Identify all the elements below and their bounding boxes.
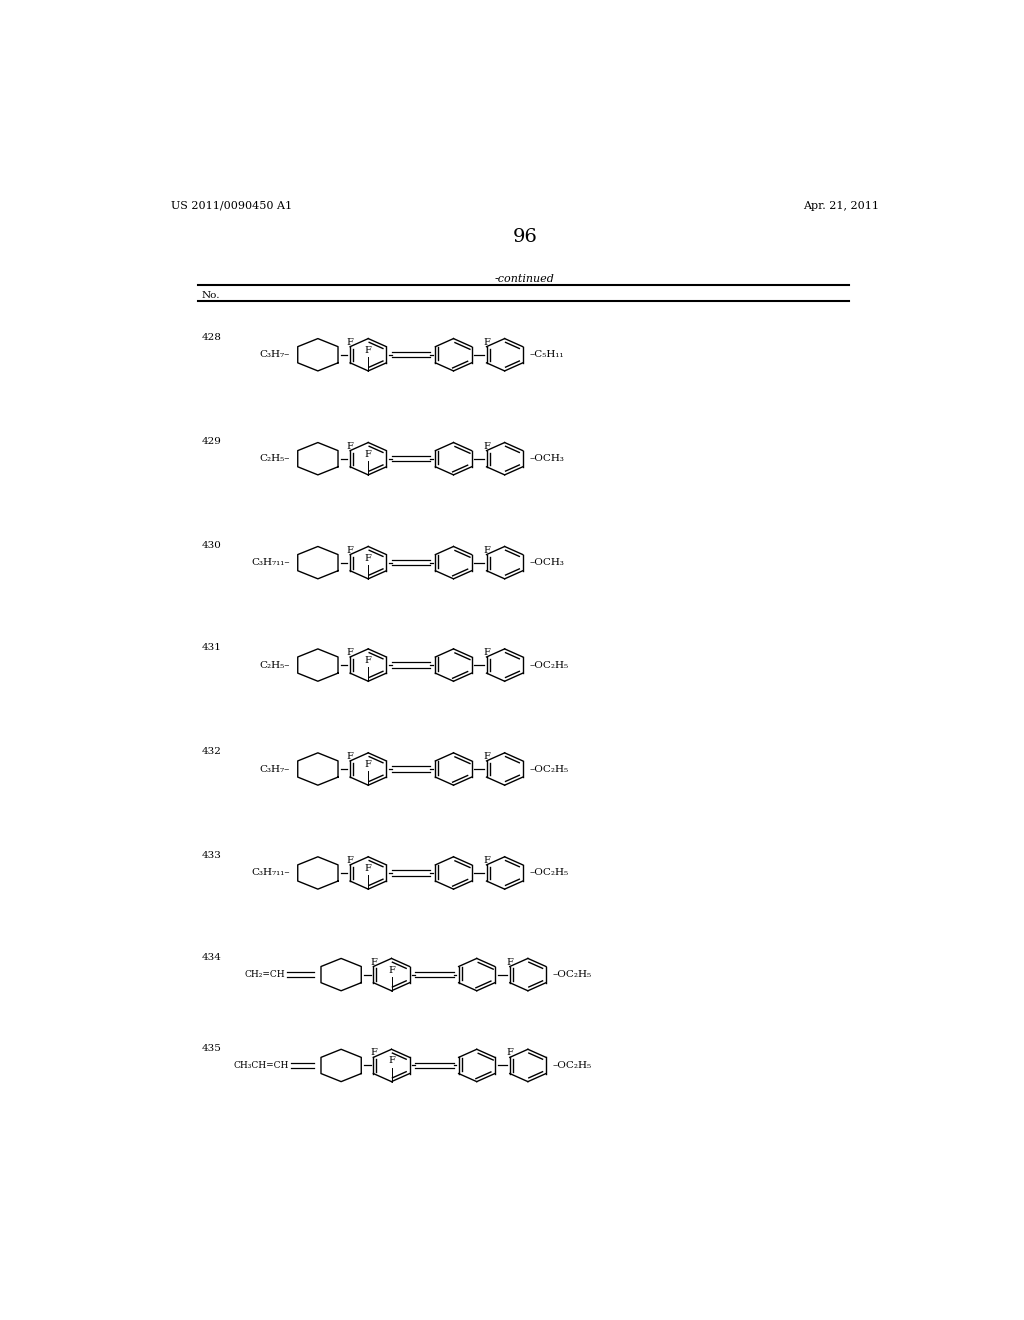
Text: –OC₂H₅: –OC₂H₅ [553,970,592,979]
Text: F: F [483,338,489,347]
Text: 96: 96 [512,227,538,246]
Text: F: F [506,1048,513,1057]
Text: CH₃CH=CH: CH₃CH=CH [233,1061,289,1071]
Text: C₃H₇–: C₃H₇– [260,764,290,774]
Text: –OC₂H₅: –OC₂H₅ [529,869,568,878]
Text: C₃H₇–: C₃H₇– [260,350,290,359]
Text: F: F [483,442,489,450]
Text: F: F [365,656,372,665]
Text: 434: 434 [202,953,221,962]
Text: No.: No. [202,290,220,300]
Text: F: F [365,553,372,562]
Text: US 2011/0090450 A1: US 2011/0090450 A1 [171,201,292,211]
Text: F: F [483,545,489,554]
Text: 431: 431 [202,644,221,652]
Text: F: F [347,338,353,347]
Text: F: F [388,1056,395,1065]
Text: 429: 429 [202,437,221,446]
Text: F: F [365,346,372,355]
Text: –OCH₃: –OCH₃ [529,558,564,568]
Text: 433: 433 [202,851,221,861]
Text: –OC₂H₅: –OC₂H₅ [553,1061,592,1071]
Text: F: F [483,752,489,760]
Text: C₃H₇₁₁–: C₃H₇₁₁– [251,558,290,568]
Text: -continued: -continued [495,275,555,284]
Text: F: F [506,957,513,966]
Text: F: F [347,545,353,554]
Text: F: F [483,648,489,657]
Text: F: F [365,450,372,459]
Text: F: F [370,1048,377,1057]
Text: –OC₂H₅: –OC₂H₅ [529,764,568,774]
Text: F: F [347,442,353,450]
Text: C₃H₇₁₁–: C₃H₇₁₁– [251,869,290,878]
Text: –OCH₃: –OCH₃ [529,454,564,463]
Text: F: F [347,855,353,865]
Text: CH₂=CH: CH₂=CH [245,970,286,979]
Text: F: F [483,855,489,865]
Text: –C₅H₁₁: –C₅H₁₁ [529,350,564,359]
Text: F: F [388,966,395,974]
Text: C₂H₅–: C₂H₅– [259,660,290,669]
Text: 435: 435 [202,1044,221,1053]
Text: 430: 430 [202,541,221,550]
Text: F: F [347,752,353,760]
Text: –OC₂H₅: –OC₂H₅ [529,660,568,669]
Text: F: F [370,957,377,966]
Text: F: F [365,865,372,873]
Text: Apr. 21, 2011: Apr. 21, 2011 [803,201,879,211]
Text: F: F [347,648,353,657]
Text: C₂H₅–: C₂H₅– [259,454,290,463]
Text: 432: 432 [202,747,221,756]
Text: 428: 428 [202,333,221,342]
Text: F: F [365,760,372,770]
